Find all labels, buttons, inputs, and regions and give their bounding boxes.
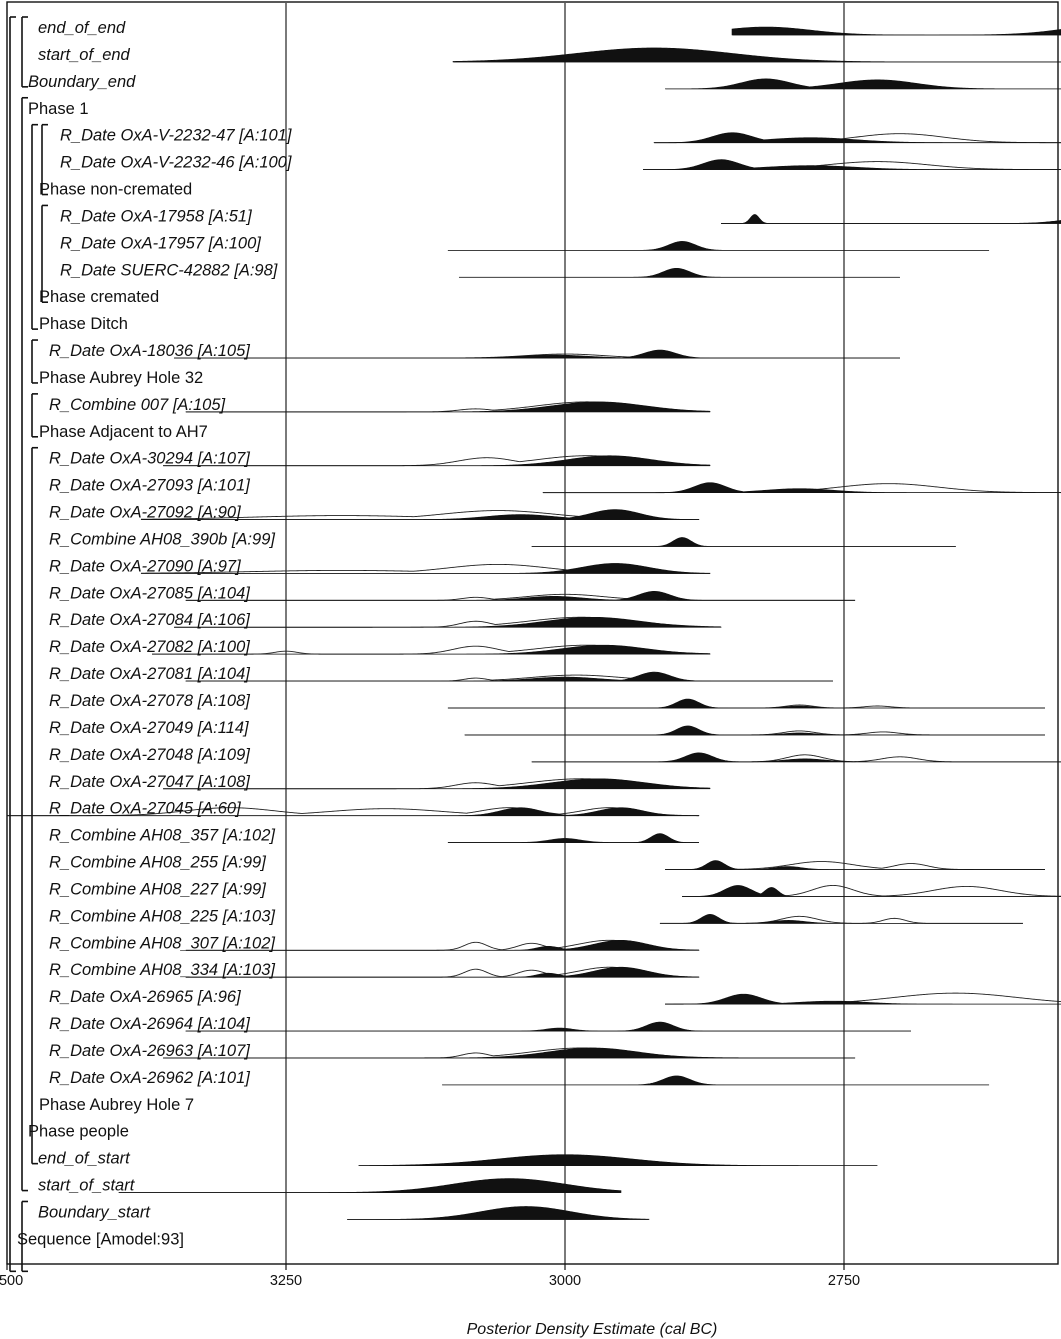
posterior-density-42 [358,1154,877,1166]
row-label-24: R_Date OxA-27081 [A:104] [49,665,250,683]
row-label-7: R_Date OxA-17958 [A:51] [60,207,252,225]
row-label-45: Sequence [Amodel:93] [17,1230,184,1248]
posterior-density-17 [543,482,1061,493]
posterior-density-30 [448,833,699,843]
posterior-density-22 [174,616,722,628]
x-tick-label-2750: 2750 [828,1273,860,1289]
posterior-density-2 [665,78,1061,90]
row-label-27: R_Date OxA-27048 [A:109] [49,746,250,764]
posterior-density-7 [721,214,1061,224]
row-label-44: Boundary_start [38,1203,151,1221]
posterior-density-21 [186,591,855,601]
posterior-density-12 [174,349,900,359]
posterior-density-38 [163,1047,855,1059]
row-label-15: Phase Adjacent to AH7 [39,423,208,441]
row-label-29: R_Date OxA-27045 [A:60] [49,800,241,818]
row-label-31: R_Combine AH08_255 [A:99] [49,854,266,872]
posterior-density-44 [347,1206,650,1220]
posterior-density-33 [660,914,1023,924]
posterior-density-4 [653,132,1061,143]
posterior-density-34 [186,939,700,951]
x-tick-label-3250: 3250 [270,1273,302,1289]
likelihood-outline-25 [448,704,1045,709]
row-label-23: R_Date OxA-27082 [A:100] [49,638,250,656]
x-axis: 3750350032503000275025002250 [0,1263,860,1289]
row-label-33: R_Combine AH08_225 [A:103] [49,907,275,925]
row-label-38: R_Date OxA-26963 [A:107] [49,1042,250,1060]
row-label-16: R_Date OxA-30294 [A:107] [49,450,250,468]
row-label-11: Phase Ditch [39,315,128,333]
row-label-40: Phase Aubrey Hole 7 [39,1096,194,1114]
x-tick-label-3500: 3500 [0,1273,23,1289]
bracket-structure [9,16,48,1273]
row-label-20: R_Date OxA-27090 [A:97] [49,557,241,575]
posterior-density-18 [141,509,700,520]
posterior-density-37 [186,1021,911,1032]
row-label-21: R_Date OxA-27085 [A:104] [49,584,250,602]
posterior-density-19 [532,537,956,547]
posterior-density-5 [643,159,1061,170]
posterior-density-24 [186,671,833,682]
x-axis-label: Posterior Density Estimate (cal BC) [467,1321,718,1338]
row-label-9: R_Date SUERC-42882 [A:98] [60,261,278,279]
row-label-28: R_Date OxA-27047 [A:108] [49,773,250,791]
posterior-density-32 [682,885,1061,897]
row-label-41: Phase people [28,1123,129,1141]
posterior-density-26 [465,725,1045,736]
posterior-density-39 [442,1075,989,1086]
posterior-density-36 [665,993,1061,1005]
row-labels: end_of_end start_of_end Boundary_end Phase … [17,19,292,1248]
likelihood-outline-29 [7,807,699,817]
posterior-density-1 [452,47,1061,63]
row-label-0: end_of_end [38,19,126,37]
row-label-25: R_Date OxA-27078 [A:108] [49,692,250,710]
row-label-37: R_Date OxA-26964 [A:104] [49,1015,250,1033]
row-label-34: R_Combine AH08_307 [A:102] [49,934,275,952]
row-label-36: R_Date OxA-26965 [A:96] [49,988,241,1006]
posterior-density-25 [448,698,1045,709]
distributions [7,26,1061,1220]
row-label-22: R_Date OxA-27084 [A:106] [49,611,250,629]
posterior-density-31 [665,860,1045,870]
row-label-42: end_of_start [38,1150,131,1168]
row-label-3: Phase 1 [28,100,89,118]
posterior-density-23 [152,644,711,655]
posterior-density-14 [186,401,711,413]
posterior-density-0 [731,26,1061,36]
likelihood-outline-26 [465,730,1045,736]
row-label-10: Phase cremated [39,288,159,306]
row-label-14: R_Combine 007 [A:105] [49,396,226,414]
posterior-density-16 [163,455,711,467]
row-label-4: R_Date OxA-V-2232-47 [A:101] [60,127,292,145]
row-label-12: R_Date OxA-18036 [A:105] [49,342,250,360]
likelihood-outline-7 [721,220,1061,224]
row-label-35: R_Combine AH08_334 [A:103] [49,961,275,979]
posterior-density-9 [459,267,900,278]
row-label-6: Phase non-cremated [39,181,192,199]
row-label-13: Phase Aubrey Hole 32 [39,369,203,387]
row-label-2: Boundary_end [28,73,136,91]
posterior-density-8 [448,241,989,251]
posterior-density-43 [119,1178,622,1193]
posterior-density-28 [163,778,711,790]
row-label-30: R_Combine AH08_357 [A:102] [49,827,275,845]
row-label-43: start_of_start [38,1177,136,1195]
row-label-26: R_Date OxA-27049 [A:114] [49,719,249,737]
posterior-density-20 [141,563,711,574]
x-tick-label-3000: 3000 [549,1273,581,1289]
posterior-density-27 [532,752,1061,763]
row-label-17: R_Date OxA-27093 [A:101] [49,477,250,495]
row-label-32: R_Combine AH08_227 [A:99] [49,880,266,898]
row-label-8: R_Date OxA-17957 [A:100] [60,234,261,252]
row-label-18: R_Date OxA-27092 [A:90] [49,504,241,522]
row-label-5: R_Date OxA-V-2232-46 [A:100] [60,154,292,172]
row-label-1: start_of_end [38,46,131,64]
row-label-39: R_Date OxA-26962 [A:101] [49,1069,250,1087]
posterior-density-29 [7,807,700,816]
row-label-19: R_Combine AH08_390b [A:99] [49,530,275,548]
posterior-density-35 [186,966,700,978]
